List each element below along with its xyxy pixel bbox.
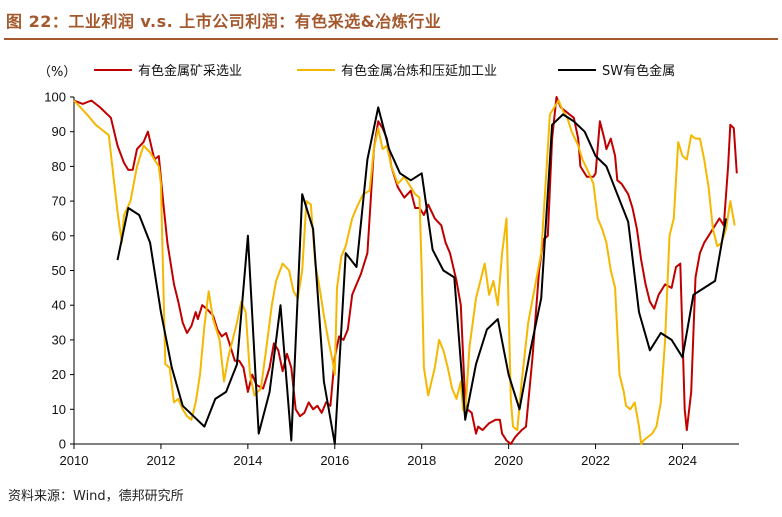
x-tick-label: 2012 [146, 453, 175, 468]
y-tick-label: 80 [52, 159, 66, 174]
y-tick-label: 60 [52, 228, 66, 243]
y-tick-label: 100 [44, 90, 66, 105]
series-line-1 [73, 96, 738, 445]
y-tick-label: 70 [52, 194, 66, 209]
y-axis-unit-label: （%） [38, 65, 76, 80]
x-tick-label: 2010 [60, 453, 89, 468]
x-tick-label: 2016 [320, 453, 349, 468]
source-note: 资料来源：Wind，德邦研究所 [8, 489, 184, 504]
legend-label-1: 有色金属矿采选业 [138, 63, 242, 79]
title-rule [4, 38, 778, 40]
chart-title: 图 22：工业利润 v.s. 上市公司利润：有色采选&冶炼行业 [6, 12, 442, 31]
legend: 有色金属矿采选业 有色金属冶炼和压延加工业 SW有色金属 [94, 63, 675, 79]
legend-label-2: 有色金属冶炼和压延加工业 [341, 63, 497, 79]
y-tick-label: 0 [59, 437, 66, 452]
series-lines [73, 96, 738, 445]
y-tick-label: 50 [52, 263, 66, 278]
y-tick-label: 40 [52, 298, 66, 313]
x-tick-label: 2022 [581, 453, 610, 468]
x-tick-label: 2020 [494, 453, 523, 468]
axes: 0 10 20 30 40 50 60 70 80 90 100 2010 2012 2014 2016 20… [44, 90, 739, 468]
x-tick-label: 2018 [407, 453, 436, 468]
series-line-3 [116, 106, 727, 445]
y-tick-label: 30 [52, 332, 66, 347]
y-tick-label: 20 [52, 367, 66, 382]
legend-label-3: SW有色金属 [602, 63, 675, 79]
series-line-2 [73, 99, 736, 445]
x-tick-label: 2014 [233, 453, 262, 468]
y-tick-label: 10 [52, 402, 66, 417]
x-tick-label: 2024 [668, 453, 697, 468]
y-tick-label: 90 [52, 124, 66, 139]
